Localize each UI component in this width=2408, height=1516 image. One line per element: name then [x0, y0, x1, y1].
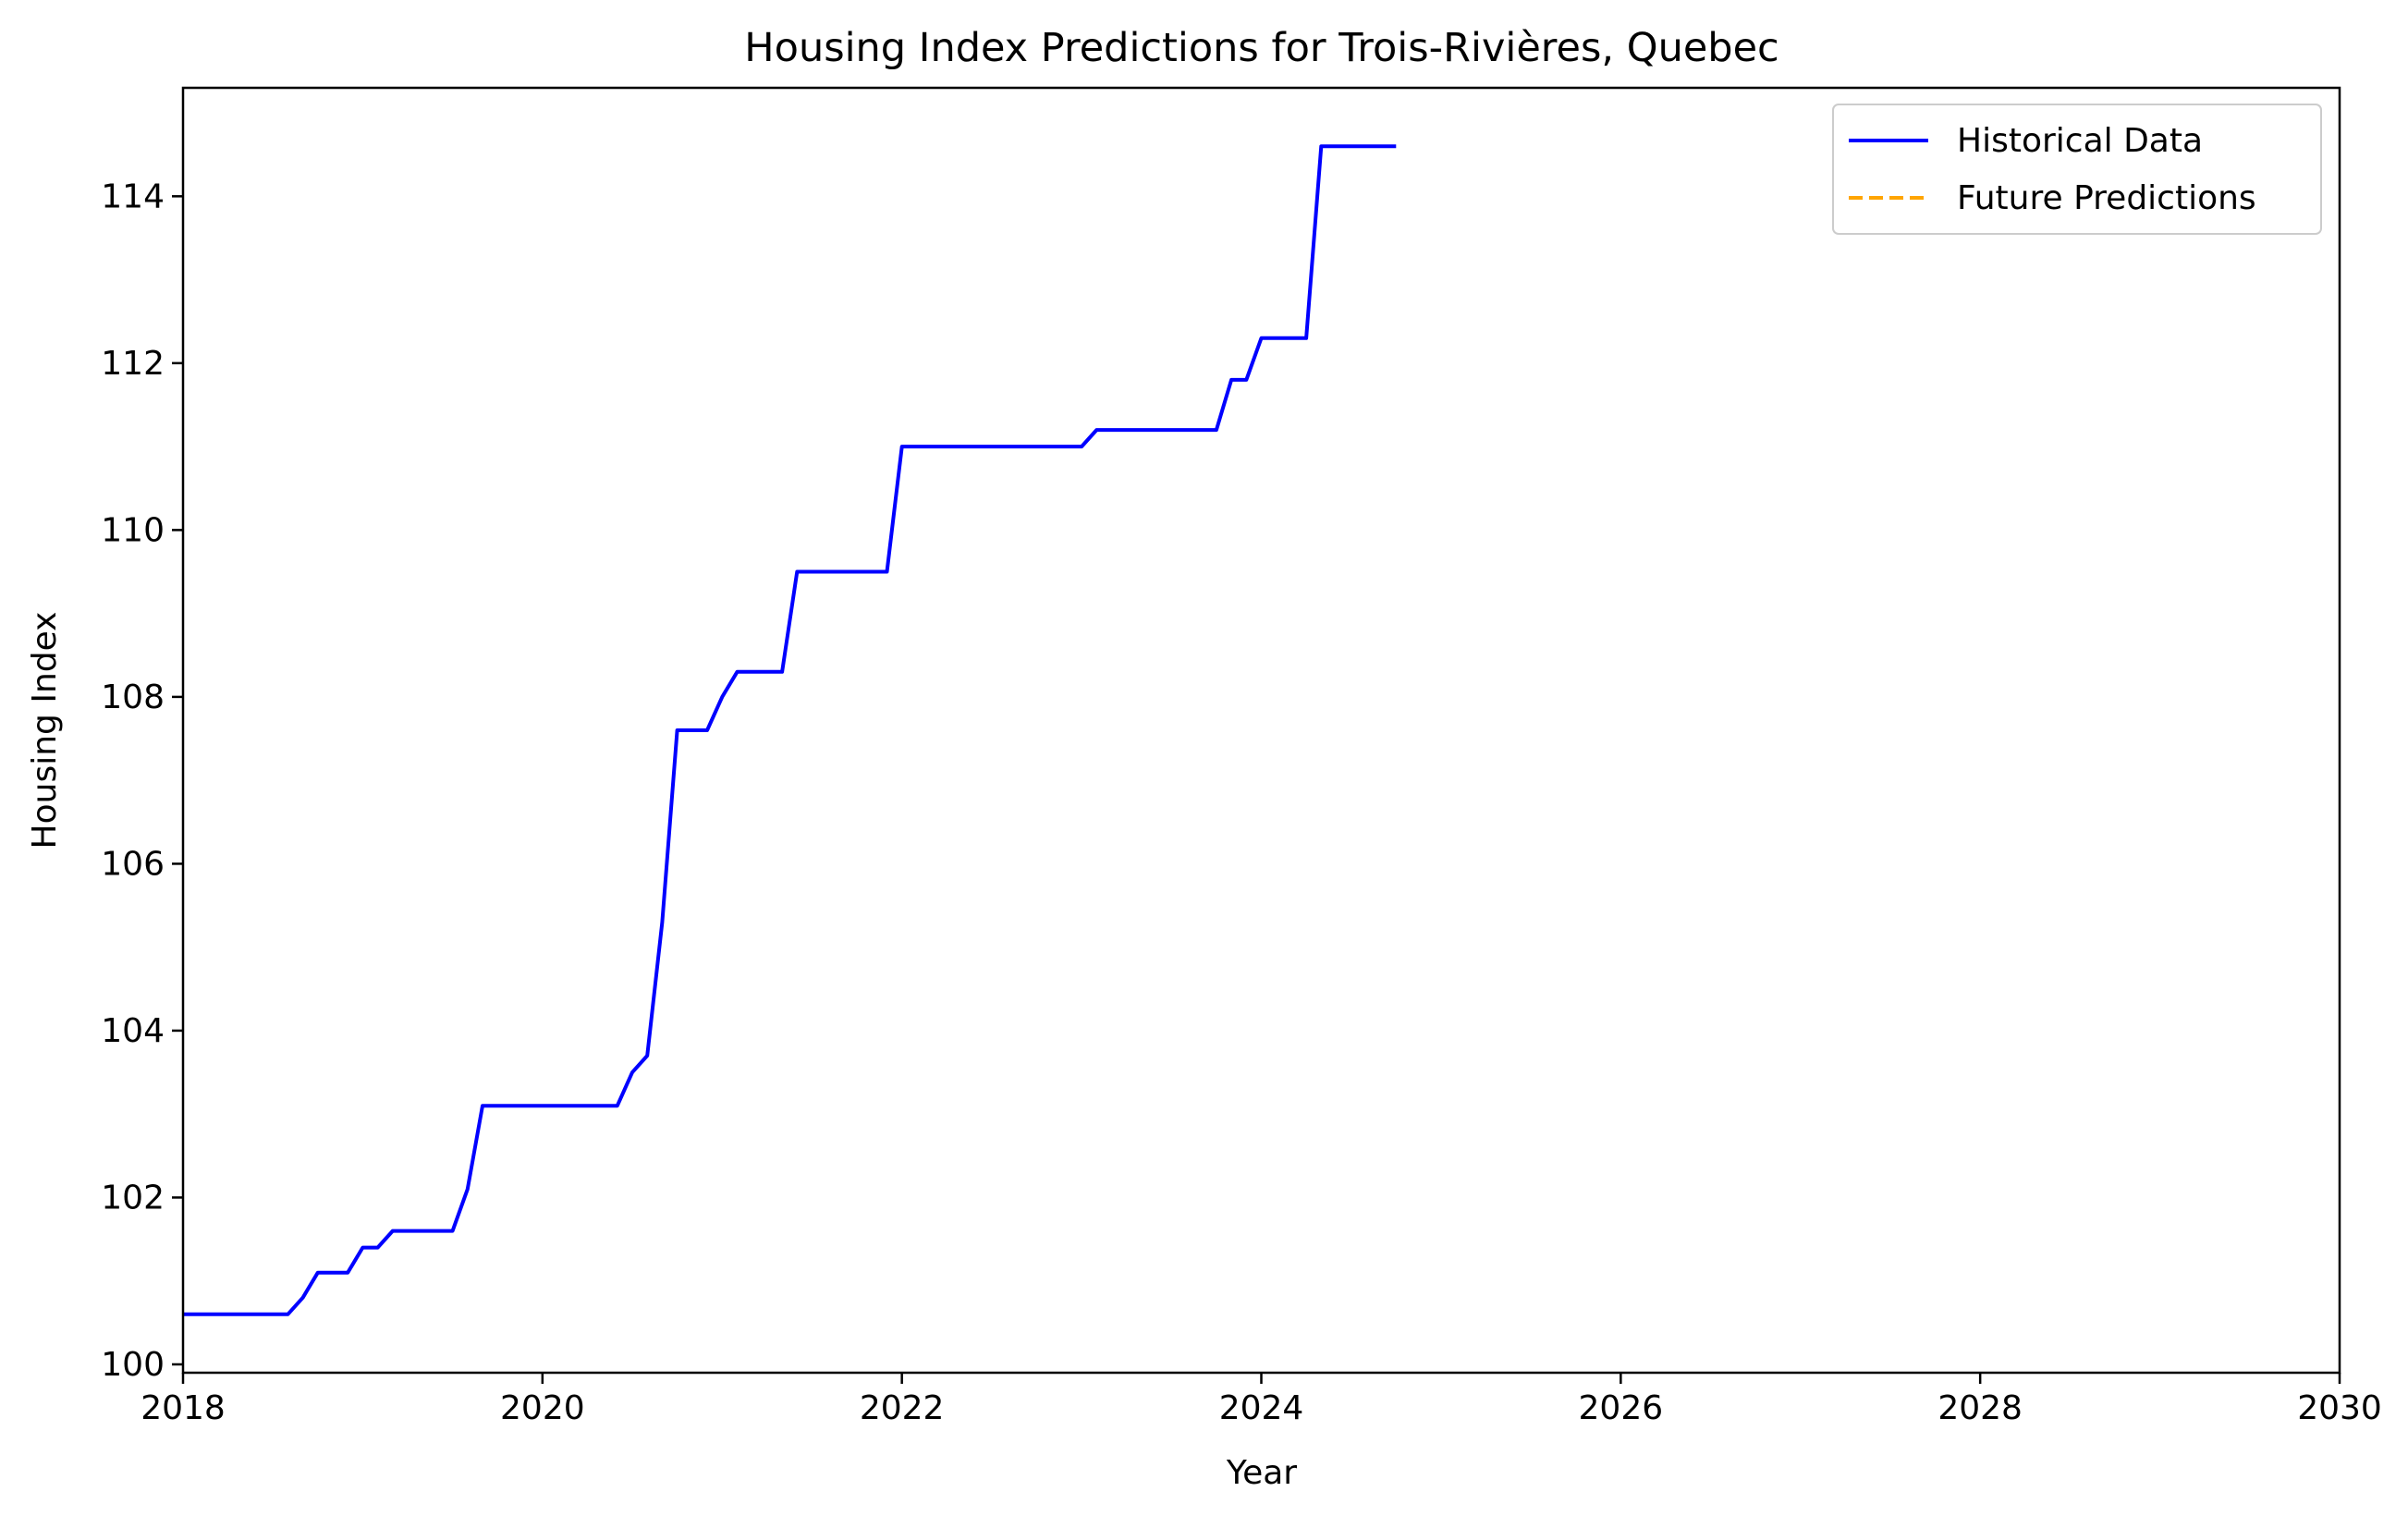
y-tick-label: 112: [101, 345, 165, 383]
x-tick-label: 2018: [141, 1389, 226, 1427]
y-tick-label: 108: [101, 679, 165, 716]
y-tick-label: 106: [101, 845, 165, 883]
x-tick-label: 2028: [1937, 1389, 2023, 1427]
plot-background: [183, 88, 2340, 1373]
legend-label-predictions: Future Predictions: [1957, 179, 2256, 217]
x-tick-label: 2026: [1579, 1389, 1664, 1427]
y-axis-title: Housing Index: [26, 612, 64, 850]
x-axis-title: Year: [1226, 1454, 1297, 1492]
legend-label-historical: Historical Data: [1957, 122, 2203, 160]
legend: Historical Data Future Predictions: [1832, 104, 2322, 235]
x-tick-label: 2030: [2297, 1389, 2382, 1427]
legend-box: [1832, 104, 2322, 235]
x-tick-label: 2024: [1219, 1389, 1304, 1427]
series-layer: [183, 144, 1397, 1316]
y-tick-label: 114: [101, 177, 165, 215]
y-axis: 100 102 104 106 108 110 112 114: [101, 177, 183, 1384]
plot-area: [181, 86, 2341, 1375]
x-tick-label: 2020: [500, 1389, 585, 1427]
y-tick-label: 110: [101, 511, 165, 549]
chart-title: Housing Index Predictions for Trois-Rivi…: [744, 25, 1778, 71]
x-axis: 2018 2020 2022 2024 2026 2028 2030: [141, 1373, 2382, 1427]
y-tick-label: 102: [101, 1179, 165, 1216]
y-tick-label: 104: [101, 1012, 165, 1050]
series-line-historical-data: [183, 144, 1397, 1316]
y-tick-label: 100: [101, 1346, 165, 1384]
x-tick-label: 2022: [860, 1389, 945, 1427]
